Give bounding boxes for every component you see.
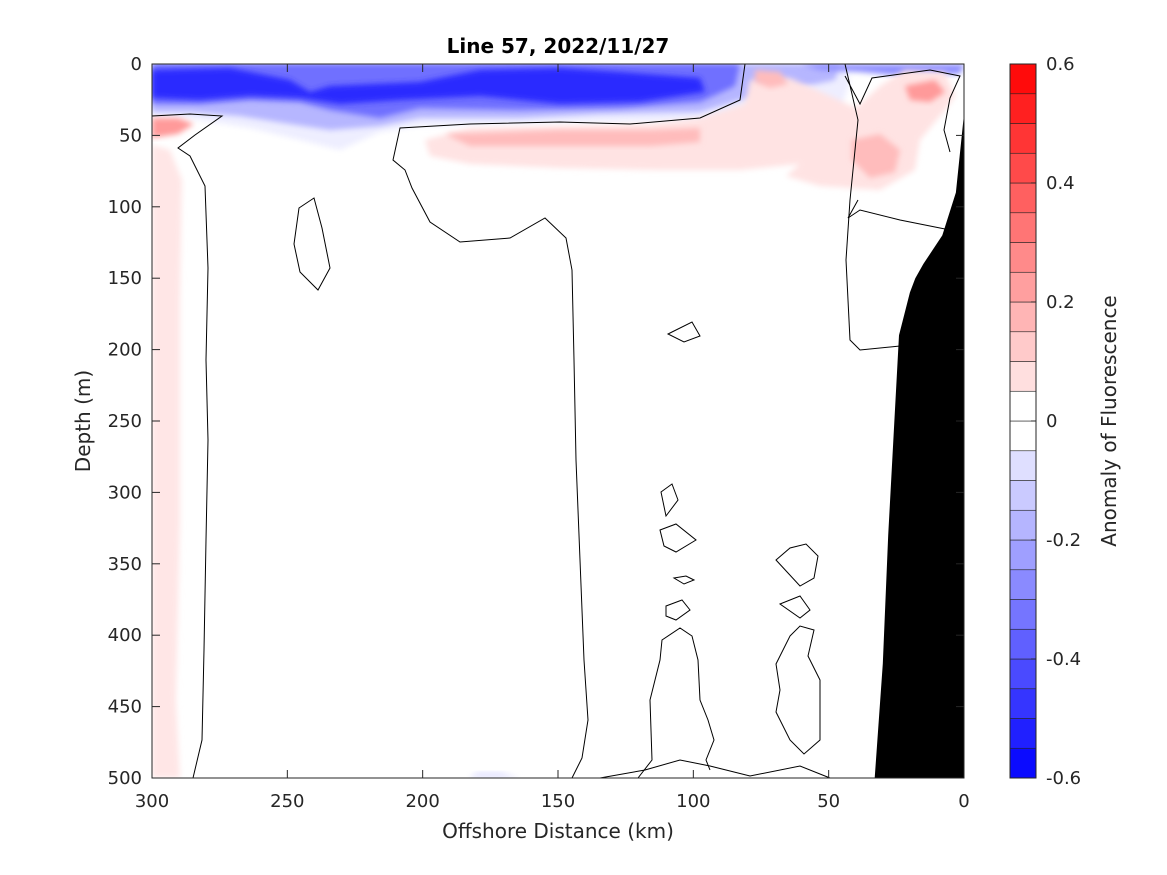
contour-shelf-top bbox=[847, 199, 951, 231]
contour-deep-column-1 bbox=[637, 627, 715, 779]
colorbar-level bbox=[1009, 63, 1037, 95]
colorbar-level bbox=[1009, 718, 1037, 749]
colorbar-level bbox=[1009, 480, 1037, 511]
contour-surface-front bbox=[151, 113, 224, 779]
x-axis: 300 250 200 150 100 50 0 bbox=[135, 64, 970, 812]
y-tick-label: 250 bbox=[108, 411, 142, 432]
y-tick-label: 500 bbox=[108, 768, 142, 789]
colorbar-tick-label: 0.2 bbox=[1046, 292, 1075, 313]
positive-anomaly-knot2 bbox=[852, 134, 900, 178]
positive-anomaly-knot1 bbox=[755, 70, 788, 88]
colorbar-level bbox=[1009, 361, 1037, 392]
contour-right-lobe bbox=[599, 759, 831, 779]
colorbar-level bbox=[1009, 123, 1037, 154]
seafloor-bathymetry bbox=[874, 114, 964, 778]
contour-main-mass bbox=[392, 63, 746, 779]
colorbar-level bbox=[1009, 242, 1037, 273]
positive-anomaly-left-lens bbox=[152, 118, 194, 138]
colorbar-level bbox=[1009, 539, 1037, 571]
x-tick-label: 300 bbox=[135, 791, 169, 812]
contour-island-7 bbox=[775, 543, 819, 587]
zero-contours bbox=[151, 63, 961, 779]
colorbar-level bbox=[1009, 390, 1037, 422]
negative-anomaly-patch-bottom bbox=[468, 772, 520, 778]
colorbar: -0.6 -0.4 -0.2 0 0.2 0.4 0.6 Anomaly of Fluore… bbox=[1009, 54, 1121, 789]
y-axis: 0 50 100 150 200 250 300 350 400 450 500 bbox=[108, 54, 964, 789]
contour-island-5 bbox=[672, 575, 696, 585]
y-tick-label: 100 bbox=[108, 197, 142, 218]
y-axis-label: Depth (m) bbox=[71, 370, 95, 472]
colorbar-tick-label: -0.2 bbox=[1046, 530, 1081, 551]
colorbar-ticks: -0.6 -0.4 -0.2 0 0.2 0.4 0.6 bbox=[1031, 54, 1081, 789]
colorbar-tick-label: -0.4 bbox=[1046, 649, 1081, 670]
contour-shelf-ridge bbox=[844, 63, 901, 351]
x-tick-label: 100 bbox=[676, 791, 710, 812]
colorbar-level bbox=[1009, 599, 1037, 630]
colorbar-level bbox=[1009, 628, 1037, 660]
colorbar-level bbox=[1009, 569, 1037, 600]
colorbar-level bbox=[1009, 212, 1037, 243]
x-tick-label: 0 bbox=[958, 791, 969, 812]
colorbar-tick-label: 0.6 bbox=[1046, 54, 1075, 75]
y-tick-label: 200 bbox=[108, 340, 142, 361]
y-tick-label: 0 bbox=[131, 54, 142, 75]
x-tick-label: 200 bbox=[405, 791, 439, 812]
colorbar-level bbox=[1009, 688, 1037, 719]
y-tick-label: 350 bbox=[108, 554, 142, 575]
contour-island-6 bbox=[665, 599, 691, 621]
colorbar-level bbox=[1009, 182, 1037, 214]
positive-anomaly-knot3 bbox=[905, 80, 945, 102]
positive-anomaly-left-column bbox=[152, 145, 182, 778]
colorbar-tick-label: 0.4 bbox=[1046, 173, 1075, 194]
colorbar-level bbox=[1009, 658, 1037, 690]
y-tick-label: 150 bbox=[108, 268, 142, 289]
colorbar-level bbox=[1009, 271, 1037, 303]
colorbar-level bbox=[1009, 509, 1037, 541]
colorbar-tick-label: -0.6 bbox=[1046, 768, 1081, 789]
colorbar-level bbox=[1009, 420, 1037, 452]
positive-anomaly-mid bbox=[445, 128, 700, 146]
contour-island-2 bbox=[666, 321, 701, 343]
y-tick-label: 50 bbox=[119, 125, 142, 146]
plot-area bbox=[151, 63, 965, 779]
contour-island-4 bbox=[659, 523, 697, 553]
colorbar-tick-label: 0 bbox=[1046, 411, 1057, 432]
negative-anomaly-core bbox=[152, 68, 705, 104]
colorbar-level bbox=[1009, 450, 1037, 481]
y-tick-label: 450 bbox=[108, 697, 142, 718]
y-tick-label: 400 bbox=[108, 625, 142, 646]
x-tick-label: 250 bbox=[270, 791, 304, 812]
colorbar-level bbox=[1009, 747, 1037, 779]
contour-island-1 bbox=[293, 197, 331, 291]
colorbar-level bbox=[1009, 152, 1037, 184]
colorbar-label: Anomaly of Fluorescence bbox=[1097, 295, 1121, 546]
contour-island-8 bbox=[778, 595, 811, 619]
chart-title: Line 57, 2022/11/27 bbox=[447, 34, 670, 58]
x-tick-label: 150 bbox=[541, 791, 575, 812]
colorbar-level bbox=[1009, 331, 1037, 362]
x-axis-label: Offshore Distance (km) bbox=[442, 819, 674, 843]
colorbar-level bbox=[1009, 301, 1037, 333]
x-tick-label: 50 bbox=[817, 791, 840, 812]
contour-surface-right bbox=[844, 69, 961, 153]
contour-island-3 bbox=[660, 483, 679, 518]
contour-deep-column-2 bbox=[775, 625, 821, 755]
y-tick-label: 300 bbox=[108, 482, 142, 503]
contour-fill bbox=[152, 64, 964, 778]
colorbar-level bbox=[1009, 93, 1037, 124]
